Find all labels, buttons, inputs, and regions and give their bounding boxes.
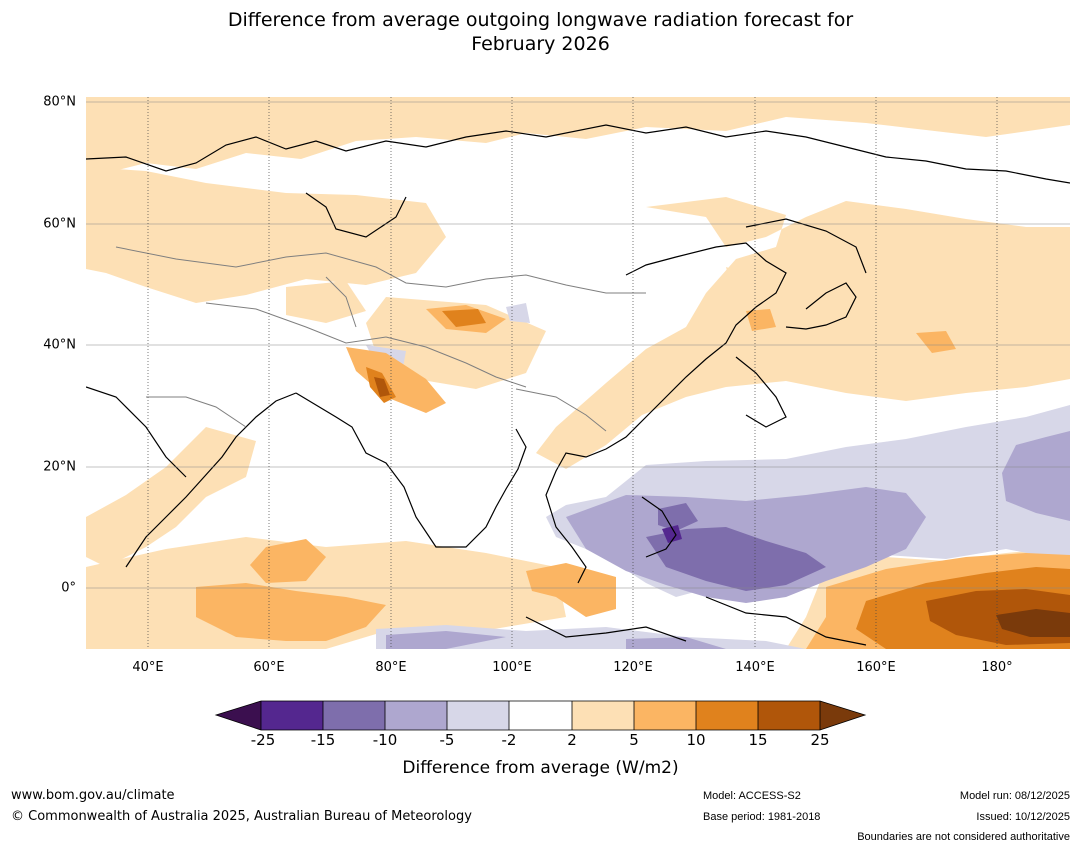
lat-label-40n: 40°N [43, 337, 76, 353]
lat-label-60n: 60°N [43, 216, 76, 232]
colorbar-tick-minus25: -25 [250, 731, 276, 749]
colorbar-tick-25: 25 [810, 731, 830, 749]
issued-date: Issued: 10/12/2025 [976, 811, 1070, 823]
chart-title-line-1: Difference from average outgoing longwav… [227, 9, 854, 31]
anomaly-minus15-to-minus10-regions [646, 503, 826, 591]
anomaly-above-25-regions [996, 609, 1070, 637]
colorbar-tick-minus10: -10 [372, 731, 398, 749]
lat-label-equator: 0° [61, 580, 76, 596]
graticule [86, 101, 1070, 589]
colorbar-bin-7 [634, 701, 696, 730]
colorbar-below-min-arrow [216, 701, 261, 730]
colorbar-tick-minus15: -15 [310, 731, 336, 749]
copyright-text: © Commonwealth of Australia 2025, Austra… [11, 809, 472, 824]
colorbar-above-max-arrow [820, 701, 865, 730]
country-boundaries [115, 246, 646, 432]
anomaly-minus25-to-minus15-regions [662, 525, 682, 543]
meridians [147, 97, 998, 649]
lon-label-180: 180° [981, 660, 1013, 675]
lon-label-160e: 160°E [856, 660, 896, 675]
colorbar-bin-5 [509, 701, 572, 730]
colorbar-bin-4 [447, 701, 509, 730]
lon-label-40e: 40°E [132, 660, 164, 675]
olr-anomaly-map [86, 97, 1070, 649]
colorbar-bin-6 [572, 701, 634, 730]
lon-label-140e: 140°E [735, 660, 775, 675]
lon-label-80e: 80°E [375, 660, 407, 675]
colorbar-bin-1 [261, 701, 323, 730]
colorbar-tick-10: 10 [686, 731, 706, 749]
colorbar-outline [214, 700, 867, 731]
base-period: Base period: 1981-2018 [703, 811, 821, 823]
colorbar-bin-3 [385, 701, 447, 730]
colorbar-bin-2 [323, 701, 385, 730]
lat-label-20n: 20°N [43, 459, 76, 475]
model-name: Model: ACCESS-S2 [703, 790, 801, 802]
colorbar-bin-8 [696, 701, 758, 730]
colorbar-tick-minus5: -5 [439, 731, 455, 749]
lon-label-120e: 120°E [613, 660, 653, 675]
boundaries-disclaimer: Boundaries are not considered authoritat… [857, 831, 1070, 843]
colorbar-tick-minus2: -2 [501, 731, 517, 749]
colorbar-tick-2: 2 [567, 731, 577, 749]
website-link[interactable]: www.bom.gov.au/climate [11, 788, 175, 803]
model-run-date: Model run: 08/12/2025 [959, 790, 1070, 802]
colorbar-title: Difference from average (W/m2) [402, 758, 679, 778]
lat-label-80n: 80°N [43, 94, 76, 110]
colorbar-tick-15: 15 [748, 731, 768, 749]
colorbar-tick-5: 5 [629, 731, 639, 749]
lon-label-100e: 100°E [492, 660, 532, 675]
colorbar-bin-9 [758, 701, 820, 730]
lon-label-60e: 60°E [253, 660, 285, 675]
chart-title-line-2: February 2026 [471, 33, 610, 55]
